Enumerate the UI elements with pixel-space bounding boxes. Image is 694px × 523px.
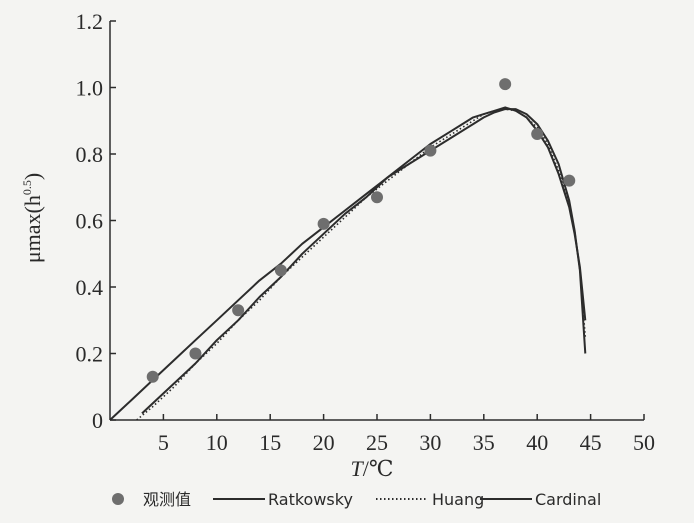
x-axis-title-unit: /℃ <box>363 456 394 481</box>
x-tick-label: 35 <box>473 430 495 455</box>
x-axis-title: T/℃ <box>351 456 394 481</box>
y-tick-label: 0 <box>92 408 103 433</box>
observed-point <box>424 144 437 157</box>
series-line-ratkowsky <box>141 106 587 415</box>
series-line-huang <box>136 108 587 421</box>
x-tick-label: 5 <box>158 430 169 455</box>
y-tick-label: 0.4 <box>76 275 104 300</box>
y-axis-title: μmax(h0.5) <box>20 173 45 263</box>
observed-point <box>189 347 202 360</box>
y-axis-title-close: ) <box>20 173 45 180</box>
y-tick-label: 1.0 <box>76 76 104 101</box>
legend: 观测值 Ratkowsky Huang Cardinal <box>112 490 601 509</box>
legend-marker-observed <box>112 493 124 505</box>
series-line-cardinal <box>109 108 587 421</box>
legend-label-ratkowsky: Ratkowsky <box>268 490 353 509</box>
observed-point <box>317 217 330 230</box>
axes: 0 0.2 0.4 0.6 0.8 1.0 1.2 5 10 15 20 25 30 35 40 45 50 <box>76 9 656 455</box>
legend-label-huang: Huang <box>432 490 484 509</box>
observed-point <box>531 128 544 141</box>
observed-points <box>146 78 576 383</box>
x-tick-label: 25 <box>366 430 388 455</box>
y-tick-label: 0.8 <box>76 142 104 167</box>
observed-point <box>232 304 245 317</box>
model-curves <box>109 106 587 421</box>
x-tick-label: 50 <box>633 430 655 455</box>
x-tick-label: 45 <box>580 430 602 455</box>
x-tick-label: 30 <box>419 430 441 455</box>
y-tick-label: 0.6 <box>76 209 104 234</box>
observed-point <box>499 78 512 91</box>
legend-label-cardinal: Cardinal <box>535 490 601 509</box>
y-tick-label: 1.2 <box>76 9 104 34</box>
x-tick-label: 20 <box>313 430 335 455</box>
y-tick-label: 0.2 <box>76 342 104 367</box>
observed-point <box>274 264 287 277</box>
legend-label-observed: 观测值 <box>143 490 191 509</box>
x-tick-label: 10 <box>206 430 228 455</box>
x-tick-label: 15 <box>259 430 281 455</box>
observed-point <box>371 191 383 204</box>
y-axis-title-sup: 0.5 <box>20 180 34 195</box>
observed-point <box>563 174 576 187</box>
x-tick-label: 40 <box>526 430 548 455</box>
x-axis-title-var: T <box>351 456 365 481</box>
observed-point <box>146 370 159 383</box>
